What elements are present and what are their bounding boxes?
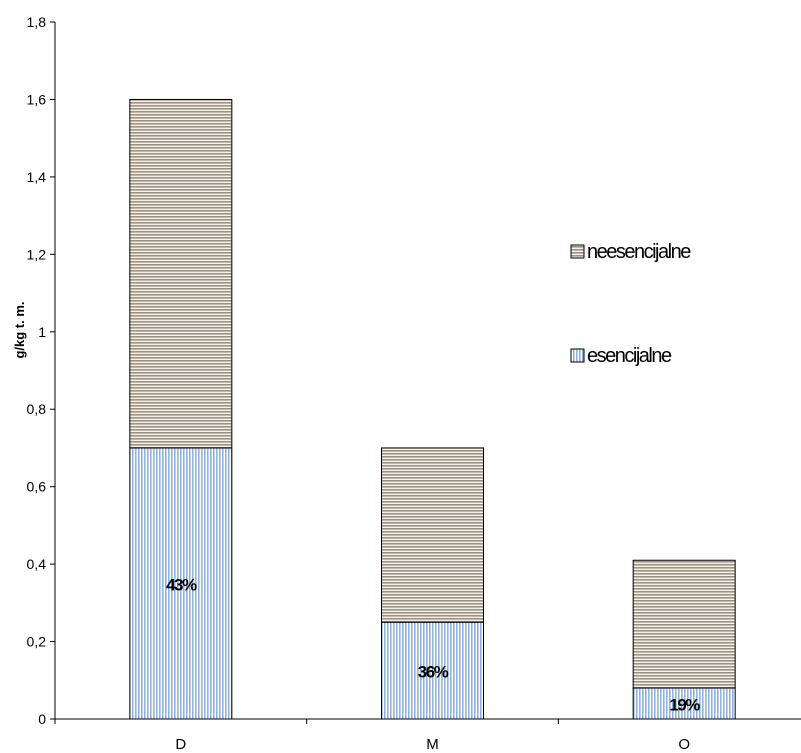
bar-esencijalne-M xyxy=(381,621,484,720)
y-ticks: 0 0,2 0,4 0,6 0,8 1 1,2 1,4 1,6 1,8 xyxy=(27,14,55,727)
y-axis-title: g/kg t. m. xyxy=(12,301,27,358)
legend-item-esencijalne: esencijalne xyxy=(570,345,673,367)
bar-neesencijalne-M xyxy=(381,447,484,623)
legend-item-neesencijalne: neesencijalne xyxy=(570,241,693,263)
legend-label-neesencijalne: neesencijalne xyxy=(587,241,691,263)
y-tick-label: 1,4 xyxy=(27,169,47,185)
y-tick-label: 0 xyxy=(38,711,46,727)
x-tick-label: D xyxy=(175,736,186,753)
y-tick-label: 1,8 xyxy=(27,14,47,30)
legend-swatch-neesencijalne xyxy=(570,244,585,259)
legend: neesencijalne esencijalne xyxy=(570,241,693,367)
x-tick-label: M xyxy=(426,736,439,753)
bar-neesencijalne-D xyxy=(129,98,233,449)
y-tick-label: 1 xyxy=(38,324,46,340)
y-tick-label: 1,2 xyxy=(27,246,47,262)
y-tick-label: 1,6 xyxy=(27,91,47,107)
bar-neesencijalne-O xyxy=(632,559,736,689)
bar-esencijalne-D xyxy=(129,447,233,720)
data-label-D: 43% xyxy=(166,575,197,594)
legend-swatch-esencijalne xyxy=(570,348,585,363)
y-tick-label: 0,6 xyxy=(27,479,47,495)
bar-esencijalne-O xyxy=(632,687,736,720)
y-tick-label: 0,4 xyxy=(27,556,47,572)
data-label-M: 36% xyxy=(418,663,449,682)
y-tick-label: 0,8 xyxy=(27,401,47,417)
bars xyxy=(129,98,736,720)
x-tick-label: O xyxy=(678,736,690,753)
data-label-O: 19% xyxy=(669,696,700,715)
data-labels: 43% 36% 19% xyxy=(166,575,702,715)
y-tick-label: 0,2 xyxy=(27,634,47,650)
legend-label-esencijalne: esencijalne xyxy=(587,345,672,367)
